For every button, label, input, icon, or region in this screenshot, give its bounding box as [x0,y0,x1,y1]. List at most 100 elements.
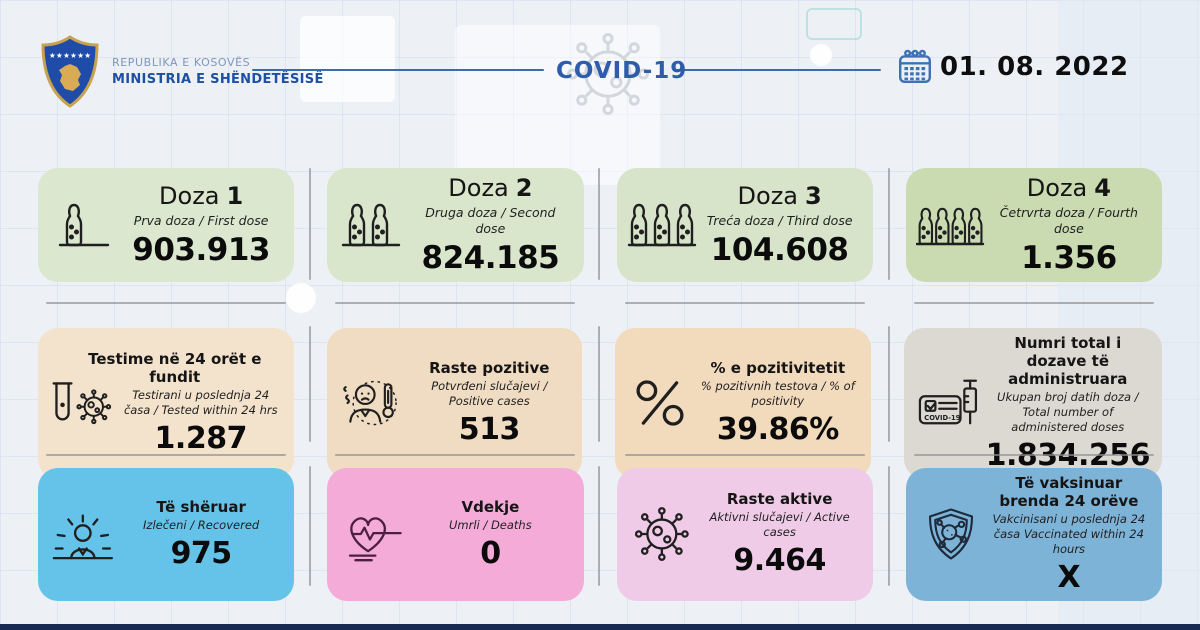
card-subtitle: Testirani u poslednja 24 časa / Tested w… [123,388,278,418]
card-value: 824.185 [421,240,560,277]
card-value: 1.287 [154,421,248,457]
card-title-accent: 2 [515,174,533,202]
card-title: Të shëruar [156,497,246,516]
card-title-accent: 1 [226,182,244,211]
agency-line2: MINISTRIA E SHËNDETËSISË [112,71,324,87]
calendar-icon [899,49,931,83]
card-title: Raste pozitive [429,359,550,378]
divider [914,454,1154,456]
footer-bar [0,624,1200,630]
card-recovered: Të shëruar Izlečeni / Recovered 975 [38,468,295,601]
card-title: Doza [1026,174,1088,202]
card-value: 975 [170,535,233,571]
card-dose-1: Doza 1 Prva doza / First dose 903.913 [38,168,295,283]
card-tests-24h: Testime në 24 orët e fundit Testirani u … [38,328,294,479]
vials-3-icon [625,197,699,253]
card-title: Doza [448,174,509,202]
divider [335,454,575,456]
card-title-accent: 3 [805,182,822,211]
page-title: COVID-19 [556,58,688,84]
agency-line1: REPUBLIKA E KOSOVËS [112,56,251,69]
card-subtitle: Ukupan broj datih doza / Total number of… [997,390,1139,434]
card-subtitle: Četrvrta doza / Fourth dose [999,204,1138,237]
card-value: 104.608 [710,232,849,269]
card-dose-2: Doza 2 Druga doza / Second dose 824.185 [327,168,584,283]
card-total-doses: COVID-19 Numri total i dozave të adminis… [903,328,1162,479]
kosovo-map-shape [59,64,81,91]
decor-circle [286,283,316,313]
background-block [455,25,660,185]
card-title: Vdekje [461,497,520,516]
recovered-person-icon [46,506,120,562]
card-subtitle: Vakcinisani u poslednja 24 časa Vaccinat… [992,512,1146,556]
percent-icon [623,375,697,431]
decor-teal-rect [806,8,862,40]
divider [625,302,865,304]
divider [309,466,311,586]
test-tube-virus-icon [46,375,120,431]
card-value: 903.913 [132,232,270,269]
divider [598,168,600,280]
card-subtitle: Aktivni slučajevi / Active cases [709,510,850,540]
card-subtitle: Izlečeni / Recovered [143,517,260,532]
card-subtitle: Prva doza / First dose [133,212,269,228]
agency-name: REPUBLIKA E KOSOVËS MINISTRIA E SHËNDETË… [112,56,324,88]
card-value: X [1057,559,1081,595]
card-positive-cases: Raste pozitive Potvrđeni slučajevi / Pos… [326,328,583,479]
card-vaccinated-24h: Të vaksinuar brenda 24 orëve Vakcinisani… [905,468,1162,601]
decor-circle [810,44,832,66]
divider [309,326,311,442]
divider [625,454,865,456]
divider [888,466,890,586]
shield-virus-icon [914,506,988,562]
card-value: 513 [458,412,521,448]
vial-1-icon [46,197,120,253]
card-active-cases: Raste aktive Aktivni slučajevi / Active … [616,468,873,601]
card-title: % e pozitivitetit [710,359,846,378]
card-value: 0 [480,535,501,571]
divider [598,466,600,586]
header-divider-right [673,69,881,71]
card-title: Doza [737,182,798,211]
virus-icon [625,506,699,562]
dose-cards-row: Doza 1 Prva doza / First dose 903.913 Doz… [38,168,1162,283]
testing-cards-row: Testime në 24 orët e fundit Testirani u … [38,328,1162,479]
vaccine-card-syringe-icon: COVID-19 [912,375,986,431]
divider [46,454,286,456]
card-subtitle: Treća doza / Third dose [706,212,853,228]
heart-ecg-icon [335,506,409,562]
card-subtitle: Druga doza / Second dose [425,204,556,237]
card-positivity-rate: % e pozitivitetit % pozitivnih testova /… [615,328,871,479]
card-value: 9.464 [733,543,826,579]
card-dose-3: Doza 3 Treća doza / Third dose 104.608 [616,168,873,283]
logo-stars: ★ ★ ★ ★ ★ ★ [49,51,91,60]
divider [598,326,600,442]
kosovo-emblem-logo: ★ ★ ★ ★ ★ ★ [41,35,99,108]
vials-4-icon [914,197,988,253]
card-value: 39.86% [716,412,839,448]
divider [309,168,311,280]
background-block [300,16,395,102]
header-divider-left [252,69,544,71]
vials-2-icon [335,197,409,253]
card-title: Raste aktive [726,490,833,509]
card-subtitle: Potvrđeni slučajevi / Positive cases [431,379,548,409]
card-title: Të vaksinuar brenda 24 orëve [999,474,1139,510]
divider [914,302,1154,304]
card-title: Testime në 24 orët e fundit [88,350,262,387]
outcome-cards-row: Të shëruar Izlečeni / Recovered 975 Vdek… [38,468,1162,601]
card-title: Numri total i dozave të administruara [1008,334,1128,388]
divider [888,168,890,280]
card-subtitle: % pozitivnih testova / % of positivity [700,379,855,409]
divider [46,302,286,304]
divider [888,326,890,442]
covid19-card-label: COVID-19 [924,414,960,422]
card-value: 1.356 [1021,240,1117,277]
sick-person-icon [335,375,409,431]
report-date: 01. 08. 2022 [940,52,1129,82]
header-title-group: COVID-19 [552,24,692,124]
card-title-accent: 4 [1094,174,1111,202]
card-subtitle: Umrli / Deaths [449,517,532,532]
card-dose-4: Doza 4 Četrvrta doza / Fourth dose 1.356 [905,168,1162,283]
card-title: Doza [159,182,220,211]
